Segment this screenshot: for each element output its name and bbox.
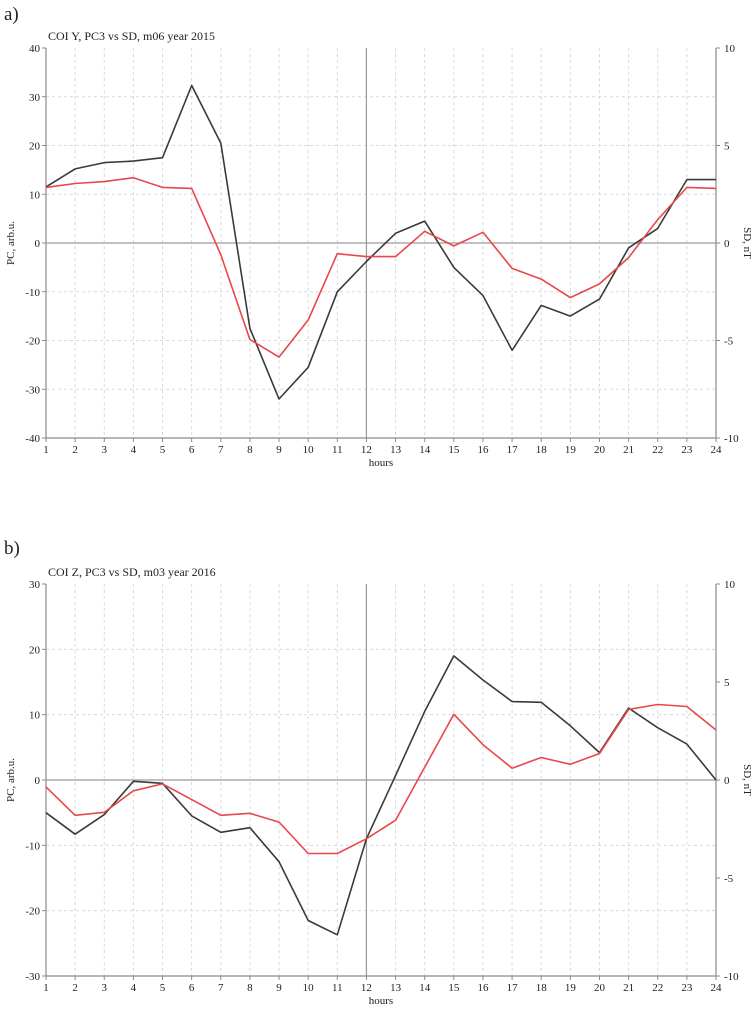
panel-b-label: b) xyxy=(4,538,20,559)
x-tick-label: 13 xyxy=(390,444,402,456)
chart-title: COI Y, PC3 vs SD, m06 year 2015 xyxy=(48,29,215,43)
x-tick-label: 5 xyxy=(160,444,166,456)
x-tick-label: 15 xyxy=(448,982,460,994)
y-tick-label-right: 10 xyxy=(724,579,736,591)
x-tick-label: 5 xyxy=(160,982,166,994)
y-tick-label-right: -10 xyxy=(724,971,739,983)
y-tick-label-right: -5 xyxy=(724,873,734,885)
y-tick-label-right: -5 xyxy=(724,336,734,348)
y-tick-label-left: -40 xyxy=(25,433,40,445)
x-tick-label: 2 xyxy=(72,982,78,994)
y-tick-label-left: 20 xyxy=(29,141,41,153)
x-tick-label: 6 xyxy=(189,982,195,994)
x-tick-label: 11 xyxy=(332,444,343,456)
series-line-sd xyxy=(45,703,717,855)
y-tick-label-left: 10 xyxy=(29,189,41,201)
x-tick-label: 14 xyxy=(419,982,431,994)
x-tick-label: 16 xyxy=(477,982,489,994)
x-axis-label: hours xyxy=(369,457,393,469)
x-tick-label: 7 xyxy=(218,444,224,456)
series-line-pc xyxy=(45,84,716,400)
y-tick-label-left: 40 xyxy=(29,43,41,55)
x-tick-label: 20 xyxy=(594,444,606,456)
y-tick-label-right: 0 xyxy=(724,238,730,250)
x-tick-label: 10 xyxy=(303,982,315,994)
x-tick-label: 3 xyxy=(102,444,108,456)
x-tick-label: 4 xyxy=(131,444,137,456)
y-tick-label-right: 5 xyxy=(724,141,730,153)
x-tick-label: 18 xyxy=(536,444,548,456)
x-tick-label: 8 xyxy=(247,982,253,994)
x-tick-label: 15 xyxy=(448,444,460,456)
series-line-sd xyxy=(45,176,717,358)
y-tick-label-left: -20 xyxy=(25,906,40,918)
x-tick-label: 20 xyxy=(594,982,606,994)
x-tick-label: 14 xyxy=(419,444,431,456)
x-tick-label: 7 xyxy=(218,982,224,994)
x-tick-label: 17 xyxy=(507,444,519,456)
x-tick-label: 12 xyxy=(361,444,372,456)
x-tick-label: 19 xyxy=(565,444,577,456)
y-tick-label-left: -30 xyxy=(25,384,40,396)
y-tick-label-right: 5 xyxy=(724,677,730,689)
y-axis-label-right: SD, nT xyxy=(741,764,753,796)
x-axis-label: hours xyxy=(369,995,393,1007)
x-tick-label: 24 xyxy=(711,982,723,994)
x-tick-label: 11 xyxy=(332,982,343,994)
x-tick-label: 24 xyxy=(711,444,723,456)
x-tick-label: 16 xyxy=(477,444,489,456)
chart-title: COI Z, PC3 vs SD, m03 year 2016 xyxy=(48,565,216,579)
x-tick-label: 17 xyxy=(507,982,519,994)
x-tick-label: 23 xyxy=(681,444,693,456)
y-axis-label-left: PC, arb.u. xyxy=(5,758,17,802)
x-tick-label: 19 xyxy=(565,982,577,994)
y-tick-label-left: 0 xyxy=(35,238,41,250)
x-tick-label: 21 xyxy=(623,982,634,994)
x-tick-label: 1 xyxy=(43,982,49,994)
x-tick-label: 12 xyxy=(361,982,372,994)
y-tick-label-left: 0 xyxy=(35,775,41,787)
y-tick-label-left: 10 xyxy=(29,710,41,722)
y-tick-label-left: 20 xyxy=(29,644,41,656)
y-tick-label-left: -30 xyxy=(25,971,40,983)
y-tick-label-left: -10 xyxy=(25,287,40,299)
x-tick-label: 22 xyxy=(652,982,663,994)
x-tick-label: 23 xyxy=(681,982,693,994)
y-tick-label-left: -20 xyxy=(25,336,40,348)
x-tick-label: 4 xyxy=(131,982,137,994)
x-tick-label: 9 xyxy=(276,444,282,456)
x-tick-label: 1 xyxy=(43,444,49,456)
y-axis-label-right: SD, nT xyxy=(741,227,753,259)
x-tick-label: 6 xyxy=(189,444,195,456)
panel-a-label: a) xyxy=(4,4,19,25)
y-axis-label-left: PC, arb.u. xyxy=(5,221,17,265)
series-line-pc xyxy=(45,655,717,936)
y-tick-label-left: 30 xyxy=(29,579,41,591)
x-tick-label: 18 xyxy=(536,982,548,994)
x-tick-label: 3 xyxy=(102,982,108,994)
y-tick-label-left: -10 xyxy=(25,840,40,852)
y-tick-label-right: -10 xyxy=(724,433,739,445)
y-tick-label-right: 10 xyxy=(724,43,736,55)
x-tick-label: 21 xyxy=(623,444,634,456)
y-tick-label-right: 0 xyxy=(724,775,730,787)
x-tick-label: 8 xyxy=(247,444,253,456)
x-tick-label: 2 xyxy=(72,444,78,456)
x-tick-label: 22 xyxy=(652,444,663,456)
x-tick-label: 13 xyxy=(390,982,402,994)
y-tick-label-left: 30 xyxy=(29,92,41,104)
x-tick-label: 10 xyxy=(303,444,315,456)
x-tick-label: 9 xyxy=(276,982,282,994)
